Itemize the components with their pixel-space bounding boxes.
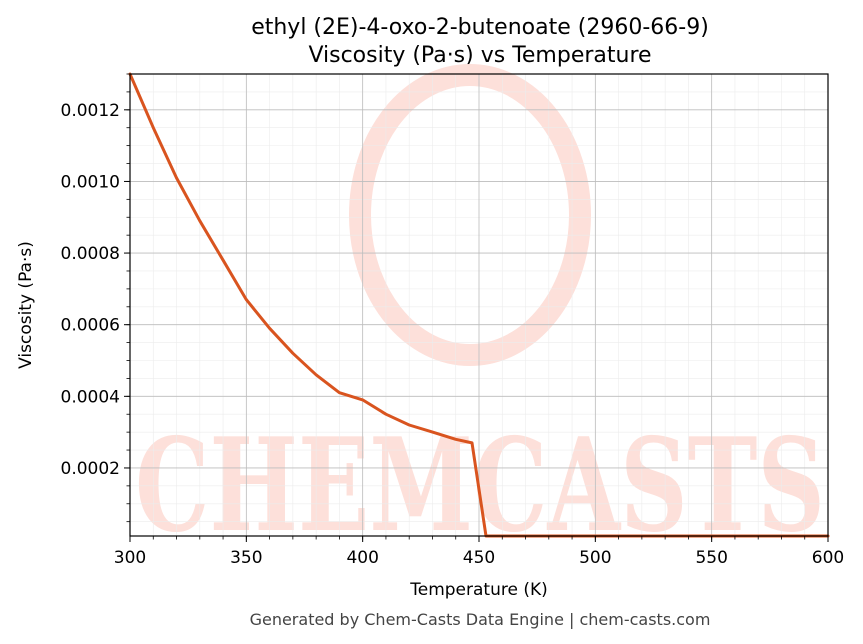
x-tick-label: 300 <box>114 548 146 568</box>
y-tick-label: 0.0006 <box>61 316 120 336</box>
x-tick-label: 350 <box>230 548 262 568</box>
y-tick-label: 0.0004 <box>61 387 120 407</box>
footer-credit: Generated by Chem-Casts Data Engine | ch… <box>250 610 711 629</box>
x-tick-label: 450 <box>463 548 495 568</box>
watermark-logo-ring <box>349 64 591 366</box>
y-tick-label: 0.0008 <box>61 244 120 264</box>
chart-title: ethyl (2E)-4-oxo-2-butenoate (2960-66-9) <box>251 15 709 40</box>
y-tick-label: 0.0010 <box>61 172 120 192</box>
axis-ticks: 300 350 400 450 500 550 600 0.0002 0.0004 0.0006 0… <box>61 73 844 568</box>
x-tick-label: 500 <box>579 548 611 568</box>
x-tick-label: 600 <box>812 548 844 568</box>
chart-subtitle: Viscosity (Pa·s) vs Temperature <box>308 43 651 68</box>
x-tick-label: 400 <box>346 548 378 568</box>
y-axis-label: Viscosity (Pa·s) <box>16 241 36 369</box>
y-tick-label: 0.0012 <box>61 101 120 121</box>
y-tick-label: 0.0002 <box>61 459 120 479</box>
x-axis-label: Temperature (K) <box>409 580 548 600</box>
x-tick-label: 550 <box>695 548 727 568</box>
